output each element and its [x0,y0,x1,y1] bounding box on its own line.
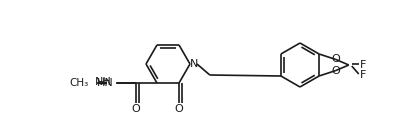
Text: O: O [175,104,184,114]
Text: HN: HN [97,78,113,88]
Text: F: F [359,60,366,70]
Text: O: O [132,104,140,114]
Text: F: F [359,70,366,80]
Text: NH: NH [94,77,112,87]
Text: O: O [331,55,340,65]
Text: O: O [331,65,340,76]
Text: N: N [190,59,198,69]
Text: CH₃: CH₃ [69,78,89,88]
